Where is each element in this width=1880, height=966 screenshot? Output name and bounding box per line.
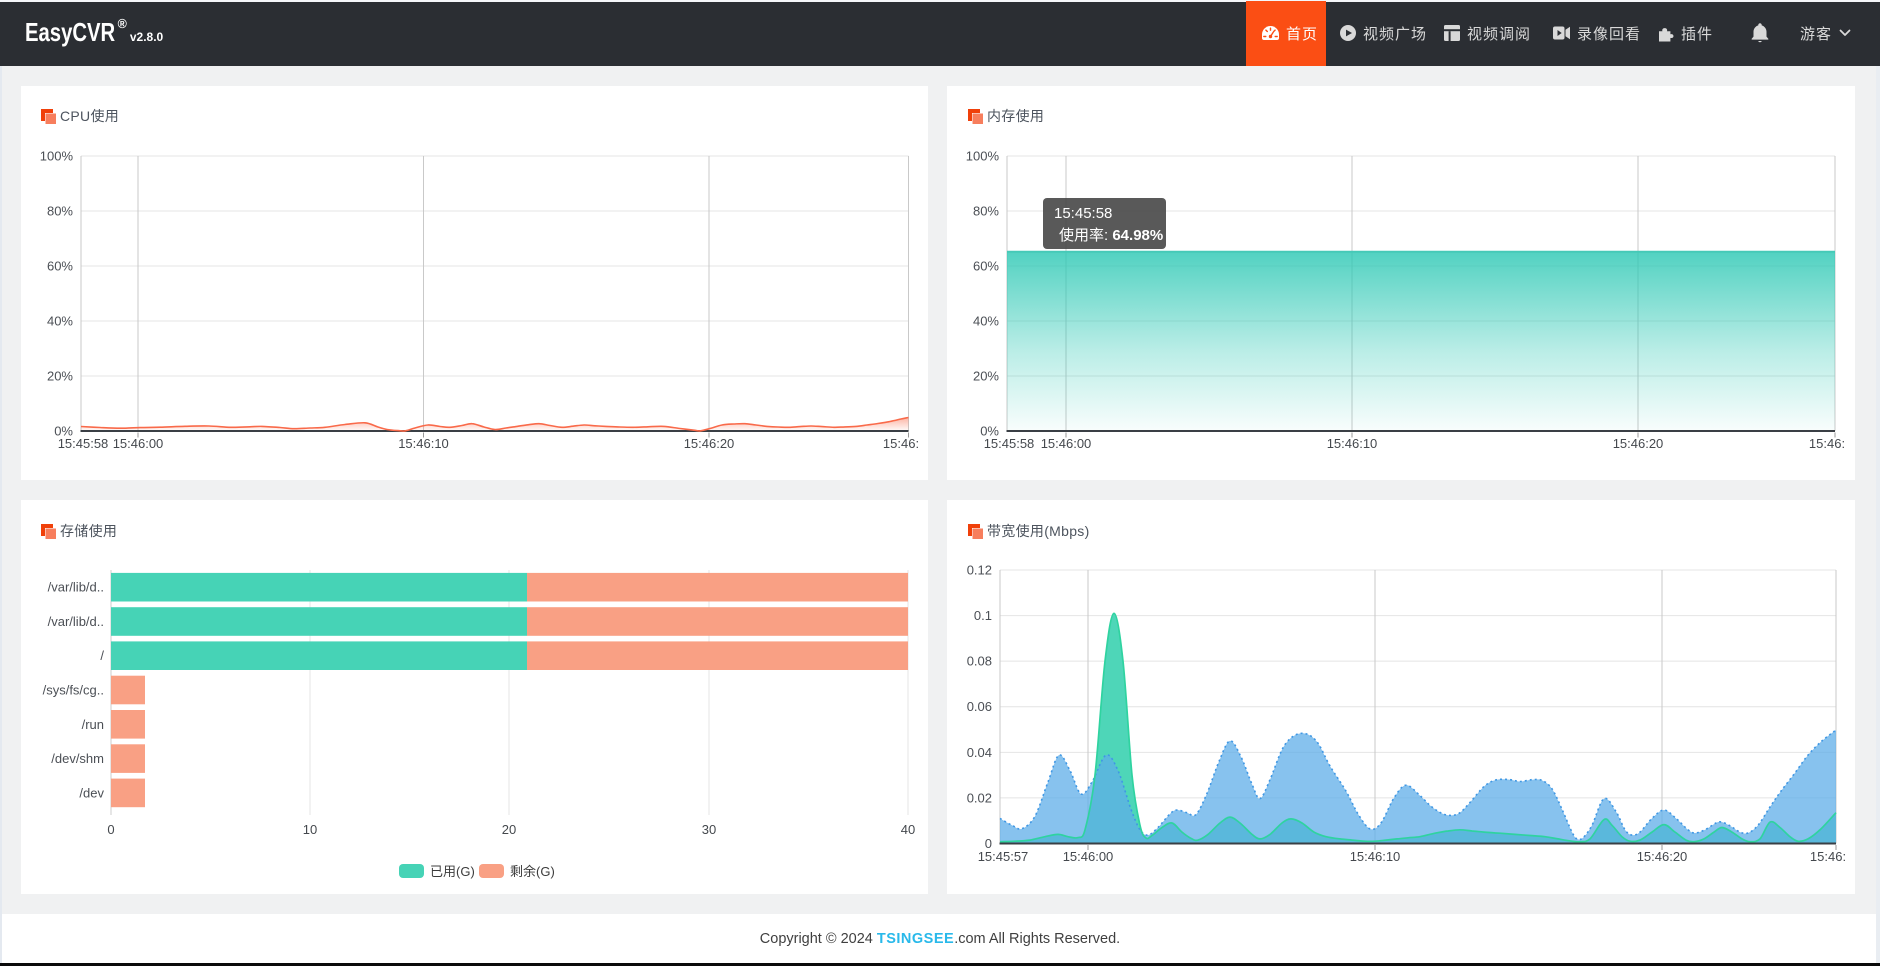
svg-text:0.12: 0.12 xyxy=(967,563,992,578)
svg-text:15:46:: 15:46: xyxy=(883,436,919,451)
svg-text:15:46:: 15:46: xyxy=(1809,436,1845,451)
svg-text:40%: 40% xyxy=(47,314,73,329)
svg-text:40: 40 xyxy=(901,822,915,837)
svg-text:15:46:00: 15:46:00 xyxy=(1041,436,1092,451)
svg-text:15:46:00: 15:46:00 xyxy=(113,436,164,451)
svg-text:80%: 80% xyxy=(47,204,73,219)
svg-text:15:46:20: 15:46:20 xyxy=(684,436,735,451)
svg-text:0.04: 0.04 xyxy=(967,745,992,760)
svg-text:0%: 0% xyxy=(980,424,999,439)
svg-text:15:46:00: 15:46:00 xyxy=(1063,849,1114,864)
svg-text:30: 30 xyxy=(702,822,716,837)
svg-text:15:46:20: 15:46:20 xyxy=(1613,436,1664,451)
svg-text:/var/lib/d..: /var/lib/d.. xyxy=(48,614,104,629)
svg-text:/dev/shm: /dev/shm xyxy=(51,751,104,766)
svg-text:/run: /run xyxy=(82,717,104,732)
svg-text:60%: 60% xyxy=(47,259,73,274)
svg-text:15:46:10: 15:46:10 xyxy=(1327,436,1378,451)
svg-text:15:46:10: 15:46:10 xyxy=(398,436,449,451)
svg-text:20: 20 xyxy=(502,822,516,837)
svg-text:已用(G): 已用(G) xyxy=(430,864,475,879)
svg-text:15:46:20: 15:46:20 xyxy=(1637,849,1688,864)
svg-text:20%: 20% xyxy=(47,369,73,384)
svg-text:剩余(G): 剩余(G) xyxy=(510,864,555,879)
svg-text:15:45:57: 15:45:57 xyxy=(978,849,1029,864)
svg-text:15:46:: 15:46: xyxy=(1810,849,1846,864)
svg-text:0: 0 xyxy=(985,836,992,851)
svg-text:10: 10 xyxy=(303,822,317,837)
svg-text:0%: 0% xyxy=(54,424,73,439)
svg-text:/: / xyxy=(100,648,104,663)
svg-text:0.1: 0.1 xyxy=(974,608,992,623)
svg-text:0.02: 0.02 xyxy=(967,790,992,805)
svg-text:0: 0 xyxy=(107,822,114,837)
svg-text:15:46:10: 15:46:10 xyxy=(1350,849,1401,864)
svg-text:15:45:58: 15:45:58 xyxy=(984,436,1035,451)
svg-text:15:45:58: 15:45:58 xyxy=(1054,205,1112,222)
svg-text:20%: 20% xyxy=(973,369,999,384)
svg-text:/dev: /dev xyxy=(79,785,104,800)
svg-text:100%: 100% xyxy=(966,149,1000,164)
svg-text:/var/lib/d..: /var/lib/d.. xyxy=(48,580,104,595)
svg-text:0.06: 0.06 xyxy=(967,699,992,714)
svg-text:100%: 100% xyxy=(40,149,74,164)
svg-text:60%: 60% xyxy=(973,259,999,274)
svg-text:15:45:58: 15:45:58 xyxy=(58,436,109,451)
svg-text:0.08: 0.08 xyxy=(967,654,992,669)
svg-text:80%: 80% xyxy=(973,204,999,219)
svg-text:使用率: 64.98%: 使用率: 64.98% xyxy=(1059,227,1163,244)
svg-text:40%: 40% xyxy=(973,314,999,329)
svg-text:/sys/fs/cg..: /sys/fs/cg.. xyxy=(43,683,104,698)
